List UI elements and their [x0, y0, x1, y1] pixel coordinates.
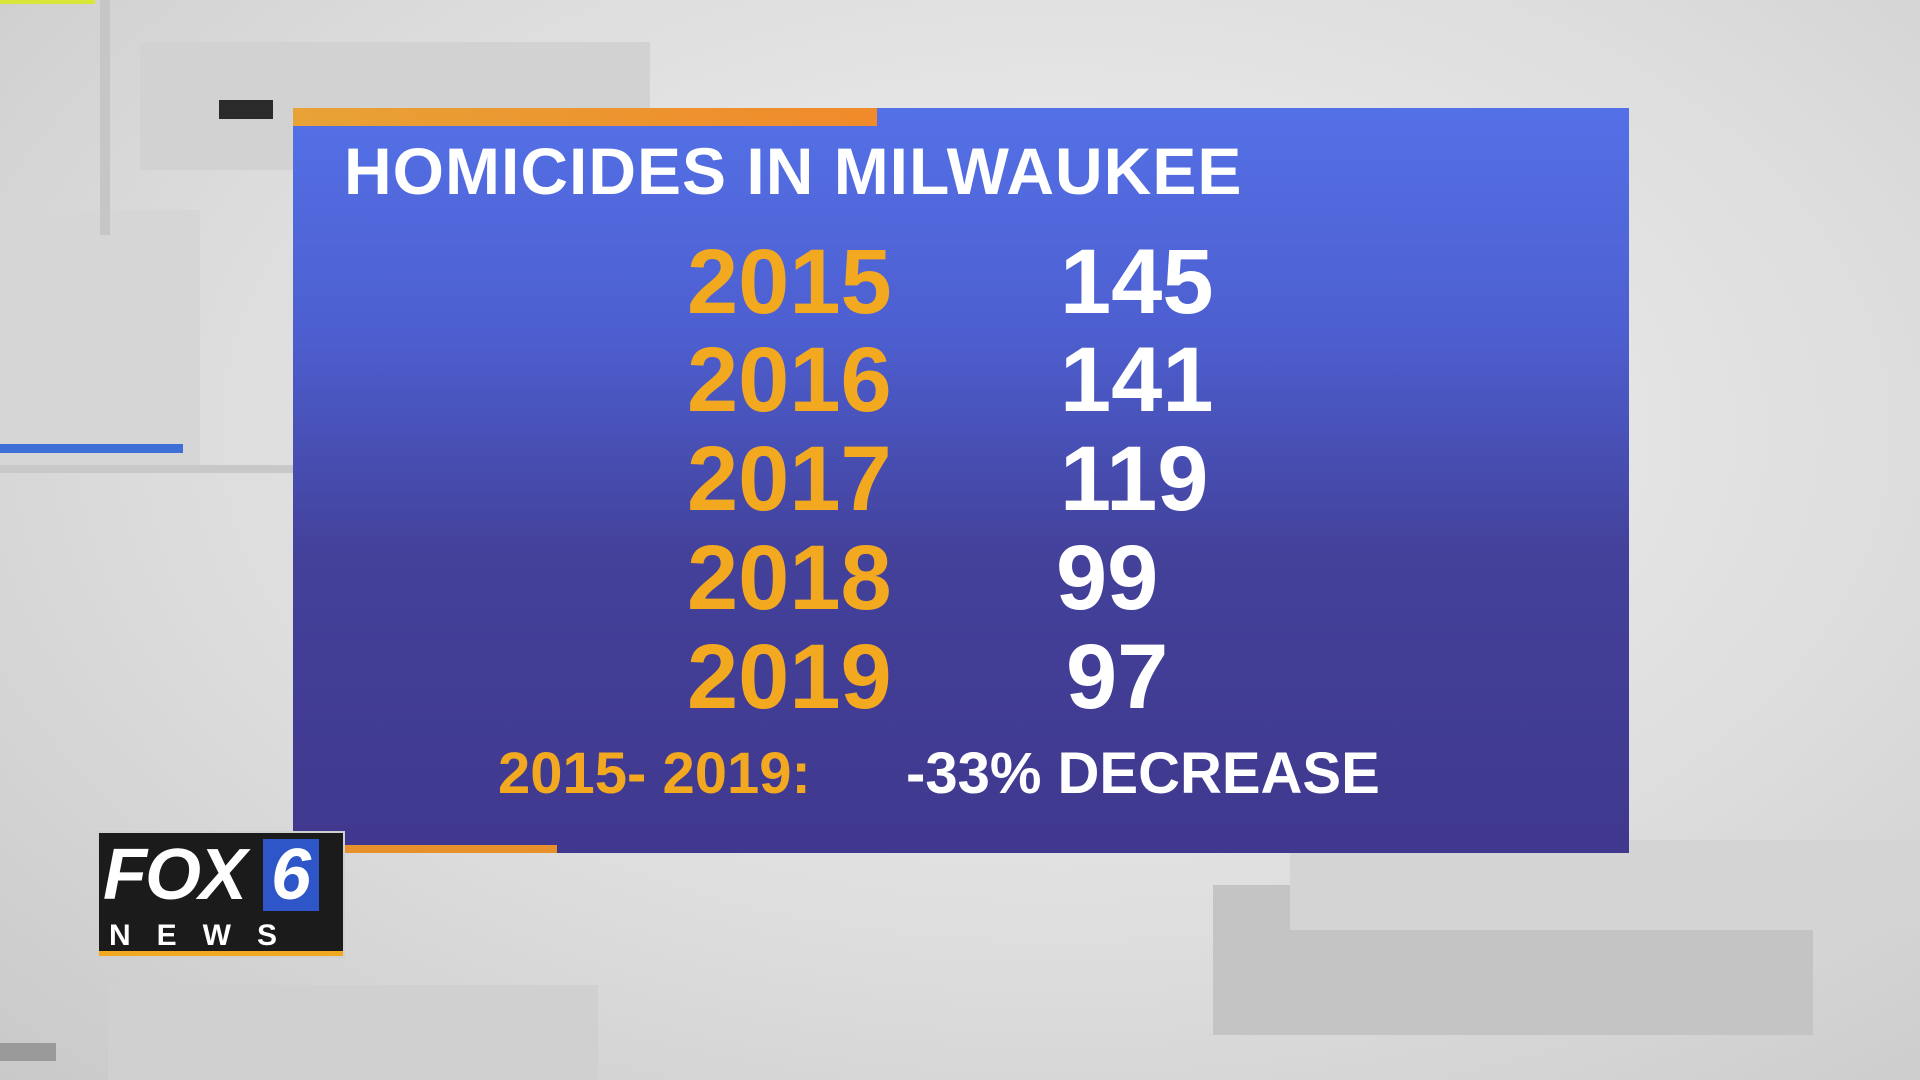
logo-brand: FOX — [103, 835, 247, 915]
bg-block — [0, 210, 200, 470]
orange-bar — [293, 108, 877, 126]
logo-channel: 6 — [263, 839, 320, 911]
accent-line — [0, 444, 183, 453]
year: 2015 — [687, 231, 892, 333]
count: 99 — [1056, 527, 1159, 629]
year: 2018 — [687, 527, 892, 629]
count: 145 — [1060, 231, 1214, 333]
title: HOMICIDES IN MILWAUKEE — [344, 134, 1243, 208]
year: 2019 — [687, 626, 892, 728]
logo-strip — [99, 951, 343, 956]
accent-line — [0, 0, 95, 4]
year: 2016 — [687, 329, 892, 431]
count: 119 — [1060, 428, 1209, 530]
logo-sub: NEWS — [109, 919, 303, 952]
summary-range: 2015- 2019: — [498, 741, 811, 806]
bg-block — [108, 985, 598, 1080]
count: 141 — [1060, 329, 1214, 431]
summary-change: -33% DECREASE — [906, 741, 1380, 806]
year: 2017 — [687, 428, 892, 530]
bg-line — [0, 465, 293, 473]
bg-block — [1290, 840, 1920, 930]
accent-dash — [219, 100, 273, 119]
count: 97 — [1066, 626, 1169, 728]
info-panel: HOMICIDES IN MILWAUKEE 2015 145 2016 141… — [293, 108, 1629, 853]
bg-line — [100, 0, 110, 235]
orange-bar — [343, 845, 557, 853]
station-logo: FOX 6 NEWS — [97, 831, 345, 958]
accent-dash — [0, 1043, 56, 1061]
